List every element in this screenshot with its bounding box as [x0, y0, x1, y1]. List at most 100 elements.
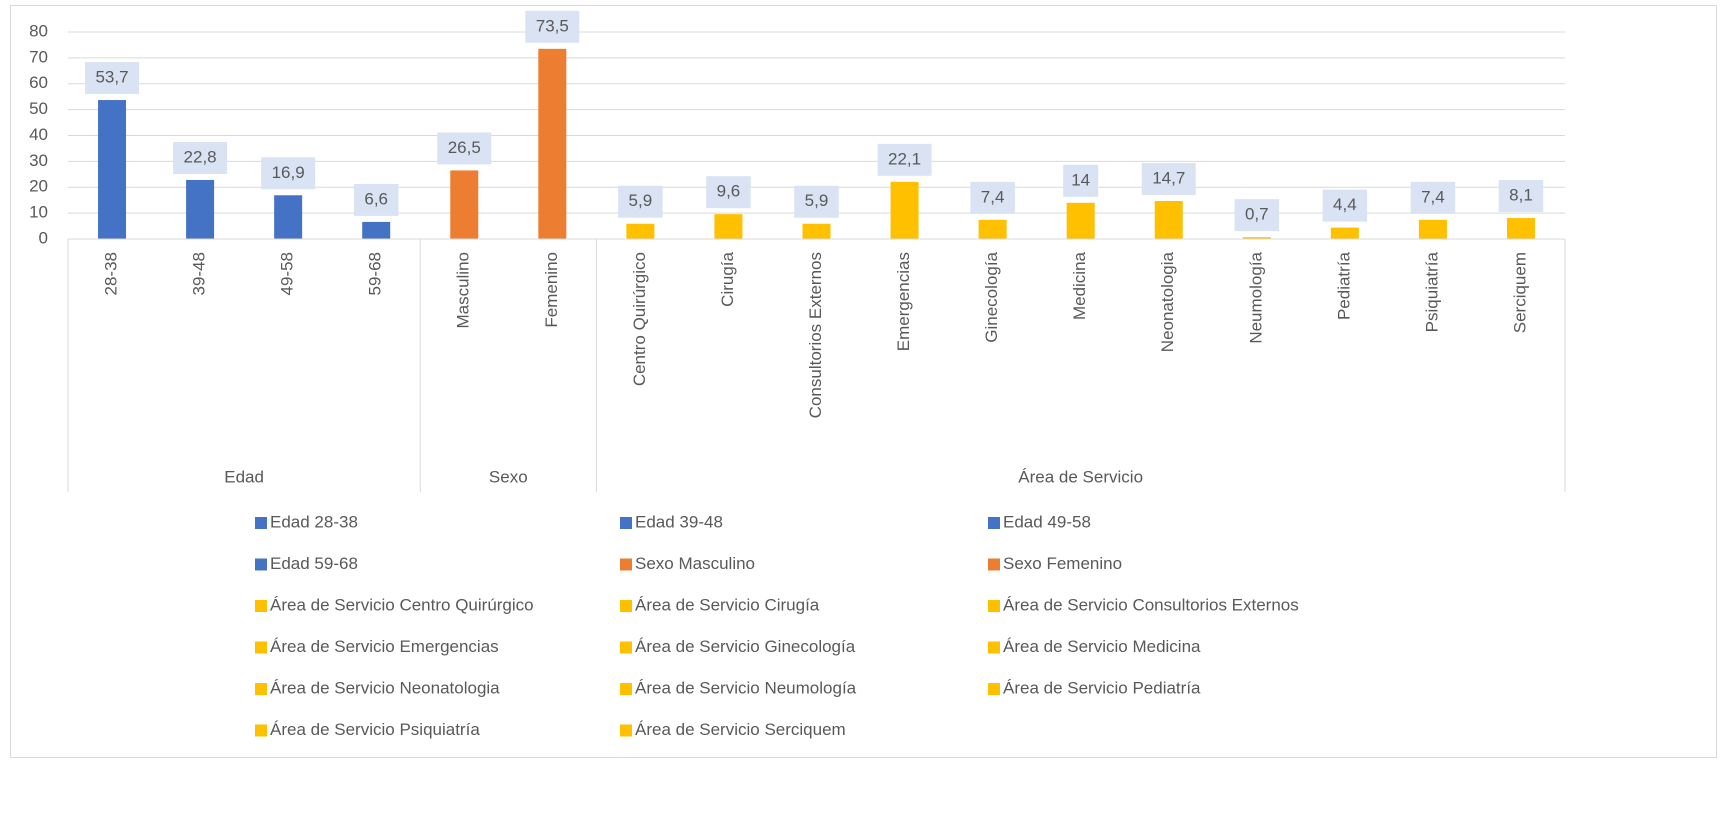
legend-label: Área de Servicio Centro Quirúrgico: [270, 595, 534, 614]
y-tick-label: 40: [29, 125, 48, 144]
legend-swatch: [620, 641, 632, 654]
bar: [1242, 237, 1271, 239]
legend-label: Área de Servicio Psiquiatría: [270, 720, 480, 739]
data-label: 4,4: [1333, 195, 1357, 214]
data-label-box: [1322, 189, 1368, 222]
data-label-box: [794, 185, 839, 218]
x-tick-label: Cirugía: [718, 251, 737, 306]
data-label-box: [353, 183, 399, 216]
group-label: Área de Servicio: [1018, 467, 1143, 486]
legend-label: Edad 49-58: [1003, 512, 1091, 531]
x-tick-label: Emergencias: [894, 252, 913, 351]
data-label: 14: [1071, 170, 1090, 189]
legend-label: Área de Servicio Ginecología: [635, 637, 856, 656]
data-label: 16,9: [272, 163, 305, 182]
legend-label: Área de Servicio Neumología: [635, 678, 857, 697]
x-tick-label: Masculino: [454, 252, 473, 329]
y-tick-label: 20: [29, 177, 48, 196]
bar: [1330, 227, 1359, 239]
legend-label: Edad 39-48: [635, 512, 723, 531]
y-tick-label: 80: [29, 21, 48, 40]
data-label: 53,7: [95, 68, 128, 87]
group-label: Edad: [224, 467, 264, 486]
data-label-box: [1063, 164, 1099, 197]
legend-label: Área de Servicio Medicina: [1003, 637, 1201, 656]
bar: [1418, 219, 1447, 239]
x-tick-label: Medicina: [1070, 251, 1089, 320]
bar: [626, 223, 655, 239]
data-label-box: [706, 176, 751, 209]
data-label-box: [618, 185, 663, 218]
x-tick-label: 59-68: [366, 252, 385, 295]
data-label: 26,5: [448, 138, 481, 157]
legend-label: Edad 28-38: [270, 512, 358, 531]
chart-border: [10, 5, 1717, 758]
x-tick-label: Psiquiatría: [1422, 251, 1441, 332]
legend-swatch: [620, 724, 632, 737]
legend-label: Área de Servicio Neonatologia: [270, 678, 500, 697]
data-label-box: [970, 181, 1015, 214]
data-label: 8,1: [1509, 186, 1533, 205]
data-label: 7,4: [981, 187, 1005, 206]
data-label-box: [1234, 199, 1280, 232]
data-label-box: [437, 132, 492, 165]
data-label-box: [525, 10, 580, 43]
data-label-box: [877, 143, 932, 176]
legend-label: Área de Servicio Consultorios Externos: [1003, 595, 1299, 614]
x-tick-label: Pediatría: [1334, 251, 1353, 320]
legend-label: Área de Servicio Emergencias: [270, 637, 499, 656]
bar: [714, 214, 743, 239]
legend-swatch: [988, 641, 1000, 654]
bar: [1506, 218, 1535, 239]
y-tick-label: 70: [29, 47, 48, 66]
x-tick-label: Neumología: [1246, 251, 1265, 343]
legend-label: Área de Servicio Serciquem: [635, 720, 846, 739]
bar: [186, 180, 215, 239]
bar: [890, 181, 919, 239]
data-label: 0,7: [1245, 205, 1269, 224]
x-tick-label: Serciquem: [1510, 252, 1529, 333]
bar: [978, 219, 1007, 239]
x-tick-label: Consultorios Externos: [806, 252, 825, 418]
legend-label: Sexo Femenino: [1003, 554, 1122, 573]
data-label: 5,9: [805, 191, 829, 210]
x-tick-label: Femenino: [542, 252, 561, 328]
x-tick-label: Ginecología: [982, 251, 1001, 342]
x-tick-label: 28-38: [102, 252, 121, 295]
legend-swatch: [988, 517, 1000, 529]
data-label-box: [85, 62, 140, 95]
y-tick-label: 10: [29, 203, 48, 222]
bar: [98, 100, 127, 240]
data-label-box: [1141, 162, 1196, 195]
y-tick-label: 50: [29, 99, 48, 118]
legend-swatch: [255, 683, 267, 695]
x-tick-label: Centro Quirúrgico: [630, 252, 649, 386]
legend-swatch: [620, 683, 632, 695]
bar: [538, 48, 567, 239]
data-label-box: [173, 142, 228, 175]
data-label: 7,4: [1421, 187, 1445, 206]
y-tick-label: 0: [39, 228, 48, 247]
legend-label: Área de Servicio Cirugía: [635, 595, 820, 614]
legend-label: Edad 59-68: [270, 554, 358, 573]
legend-swatch: [988, 600, 1000, 612]
x-tick-label: 39-48: [190, 252, 209, 295]
bar: [274, 195, 303, 239]
data-label: 14,7: [1152, 168, 1185, 187]
legend-label: Área de Servicio Pediatría: [1003, 678, 1201, 697]
bar: [450, 170, 479, 239]
data-label: 73,5: [536, 16, 569, 35]
legend-swatch: [620, 600, 632, 612]
legend-swatch: [255, 600, 267, 612]
x-tick-label: Neonatologia: [1158, 251, 1177, 352]
data-label-box: [1498, 180, 1544, 213]
legend-swatch: [988, 683, 1000, 695]
legend-swatch: [255, 641, 267, 654]
legend-swatch: [620, 558, 632, 571]
bar: [802, 223, 831, 239]
data-label: 5,9: [629, 191, 653, 210]
bar: [1066, 202, 1095, 239]
x-tick-label: 49-58: [278, 252, 297, 295]
data-label-box: [261, 157, 316, 190]
